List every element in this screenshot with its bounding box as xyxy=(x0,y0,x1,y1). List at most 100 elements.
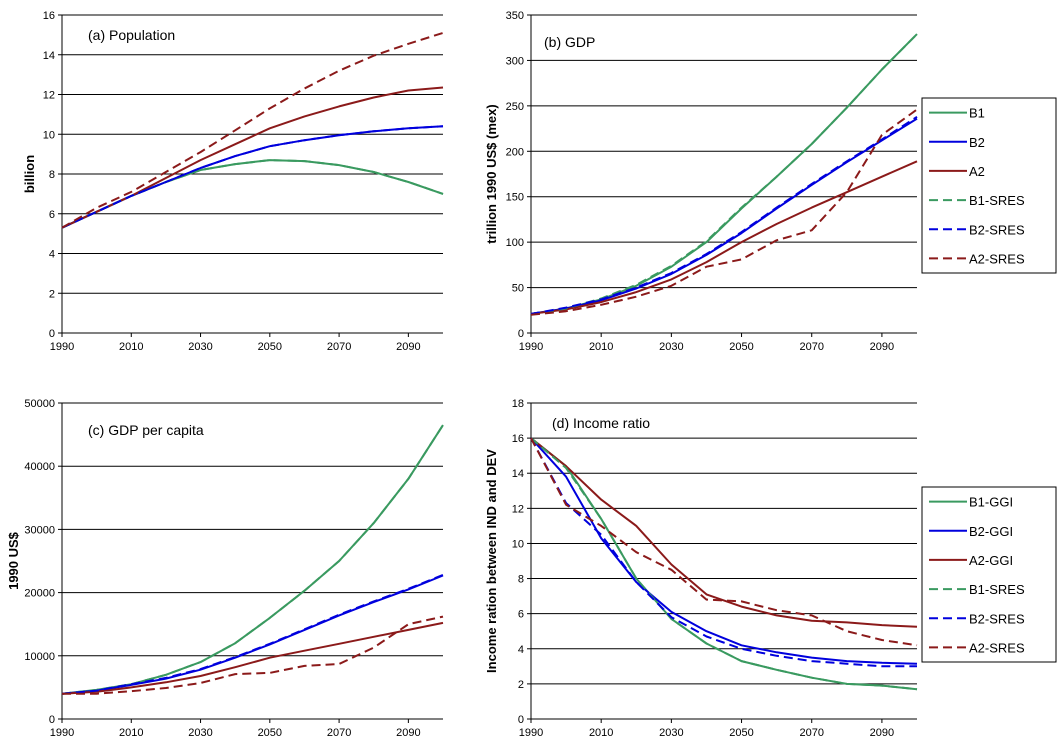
x-tick-label-c-2: 2030 xyxy=(188,727,212,739)
series-line-c-a2 xyxy=(61,621,444,695)
legend-label-d-4: B2-SRES xyxy=(969,611,1025,626)
y-tick-label-a-1: 2 xyxy=(49,288,55,300)
series-line-d-b1-sres xyxy=(530,437,918,691)
series-line-d-b1-ggi xyxy=(530,437,918,691)
x-tick-label-c-3: 2050 xyxy=(258,727,282,739)
series-line-d-b2-ggi xyxy=(530,437,918,665)
x-tick-label-c-1: 2010 xyxy=(119,727,143,739)
x-tick-label-a-4: 2070 xyxy=(327,341,351,353)
series-line-b-b2 xyxy=(530,117,918,315)
y-tick-label-d-2: 4 xyxy=(518,644,524,656)
y-tick-label-a-7: 14 xyxy=(43,50,55,62)
y-tick-label-d-4: 8 xyxy=(518,574,524,586)
series-line-a-b2 xyxy=(61,125,444,229)
panel-d: 0 2 4 6 8 10 12 14 16 18 1990 2010 2030 2050 2070 2090 (… xyxy=(484,398,1057,739)
series-line-a-b2-sres xyxy=(61,125,444,229)
y-tick-label-b-0: 0 xyxy=(518,328,524,340)
x-tick-label-a-1: 2010 xyxy=(119,341,143,353)
y-tick-label-b-1: 50 xyxy=(512,283,524,295)
legend-label-d-0: B1-GGI xyxy=(969,495,1013,510)
y-axis-label-a: billion xyxy=(22,155,37,193)
series-line-a-a2 xyxy=(61,86,444,229)
y-tick-label-d-5: 10 xyxy=(512,538,524,550)
y-tick-label-a-0: 0 xyxy=(49,328,55,340)
legend-label-b-4: B2-SRES xyxy=(969,222,1025,237)
legend-label-d-5: A2-SRES xyxy=(969,640,1025,655)
legend-box-d xyxy=(921,486,1057,663)
x-tick-label-b-0: 1990 xyxy=(519,341,543,353)
y-tick-label-d-1: 2 xyxy=(518,679,524,691)
x-tick-label-c-5: 2090 xyxy=(396,727,420,739)
x-tick-label-d-0: 1990 xyxy=(519,727,543,739)
series-line-c-b1 xyxy=(61,424,444,695)
legend-label-b-3: B1-SRES xyxy=(969,193,1025,208)
y-tick-label-d-3: 6 xyxy=(518,609,524,621)
series-line-b-a2 xyxy=(530,160,918,315)
y-tick-label-b-5: 250 xyxy=(506,101,524,113)
y-tick-label-b-2: 100 xyxy=(506,237,524,249)
series-line-d-a2-sres xyxy=(530,437,918,647)
y-tick-label-c-5: 50000 xyxy=(24,398,55,410)
panel-a: 0 2 4 6 8 10 12 14 16 1990 2010 2030 2050 2070 2090 (a)… xyxy=(22,10,444,353)
panel-title-a: (a) Population xyxy=(88,27,175,43)
y-tick-label-c-1: 10000 xyxy=(24,651,55,663)
x-tick-label-a-2: 2030 xyxy=(188,341,212,353)
y-tick-label-b-4: 200 xyxy=(506,146,524,158)
legend-label-b-0: B1 xyxy=(969,106,985,121)
y-tick-label-a-4: 8 xyxy=(49,169,55,181)
y-tick-label-a-8: 16 xyxy=(43,10,55,22)
legend-box-b xyxy=(921,97,1057,274)
x-tick-label-b-3: 2050 xyxy=(729,341,753,353)
panel-title-b: (b) GDP xyxy=(544,34,595,50)
y-tick-label-d-9: 18 xyxy=(512,398,524,410)
series-line-b-a2-sres xyxy=(530,108,918,316)
y-tick-label-c-0: 0 xyxy=(49,714,55,726)
y-tick-label-d-7: 14 xyxy=(512,468,524,480)
legend-b: B1 B2 A2 B1-SRES B2-SRES A2-SRES xyxy=(921,97,1057,274)
x-tick-label-b-5: 2090 xyxy=(870,341,894,353)
y-tick-label-b-7: 350 xyxy=(506,10,524,22)
y-tick-label-d-8: 16 xyxy=(512,433,524,445)
x-tick-label-a-0: 1990 xyxy=(50,341,74,353)
x-tick-label-a-5: 2090 xyxy=(396,341,420,353)
panel-title-d: (d) Income ratio xyxy=(552,415,650,431)
legend-label-b-2: A2 xyxy=(969,164,985,179)
x-tick-label-d-3: 2050 xyxy=(729,727,753,739)
legend-d: B1-GGI B2-GGI A2-GGI B1-SRES B2-SRES A2-SRES xyxy=(921,486,1057,663)
panel-c: 0 10000 20000 30000 40000 50000 1990 2010 2030 20… xyxy=(6,398,444,739)
x-tick-label-d-4: 2070 xyxy=(799,727,823,739)
series-line-a-a2-sres xyxy=(61,31,444,229)
y-tick-label-a-2: 4 xyxy=(49,249,55,261)
x-tick-label-b-1: 2010 xyxy=(589,341,613,353)
y-tick-label-c-2: 20000 xyxy=(24,588,55,600)
x-tick-label-b-4: 2070 xyxy=(799,341,823,353)
y-tick-label-a-6: 12 xyxy=(43,90,55,102)
legend-label-d-1: B2-GGI xyxy=(969,524,1013,539)
y-tick-label-b-6: 300 xyxy=(506,55,524,67)
series-line-a-b1 xyxy=(61,159,444,229)
y-tick-label-d-6: 12 xyxy=(512,503,524,515)
y-tick-label-d-0: 0 xyxy=(518,714,524,726)
series-line-c-b1-sres xyxy=(61,424,444,695)
x-tick-label-c-4: 2070 xyxy=(327,727,351,739)
y-tick-label-a-3: 6 xyxy=(49,209,55,221)
panel-b: 0 50 100 150 200 250 300 350 1990 2010 2030 2050 207… xyxy=(484,10,1057,353)
series-line-a-b1-sres xyxy=(61,159,444,229)
legend-label-d-2: A2-GGI xyxy=(969,553,1013,568)
x-tick-label-c-0: 1990 xyxy=(50,727,74,739)
y-tick-label-c-4: 40000 xyxy=(24,461,55,473)
y-tick-label-c-3: 30000 xyxy=(24,524,55,536)
legend-label-b-1: B2 xyxy=(969,135,985,150)
panel-title-c: (c) GDP per capita xyxy=(88,422,204,438)
series-line-c-a2-sres xyxy=(62,615,444,695)
legend-label-d-3: B1-SRES xyxy=(969,582,1025,597)
legend-label-b-5: A2-SRES xyxy=(969,251,1025,266)
y-tick-label-b-3: 150 xyxy=(506,192,524,204)
y-axis-label-c: 1990 US$ xyxy=(6,531,21,590)
x-tick-label-d-5: 2090 xyxy=(870,727,894,739)
series-line-c-b2-sres xyxy=(61,573,444,695)
series-line-b-b2-sres xyxy=(530,115,918,315)
series-line-b-b1-sres xyxy=(530,33,918,315)
series-line-d-b2-sres xyxy=(530,437,917,668)
x-tick-label-a-3: 2050 xyxy=(258,341,282,353)
